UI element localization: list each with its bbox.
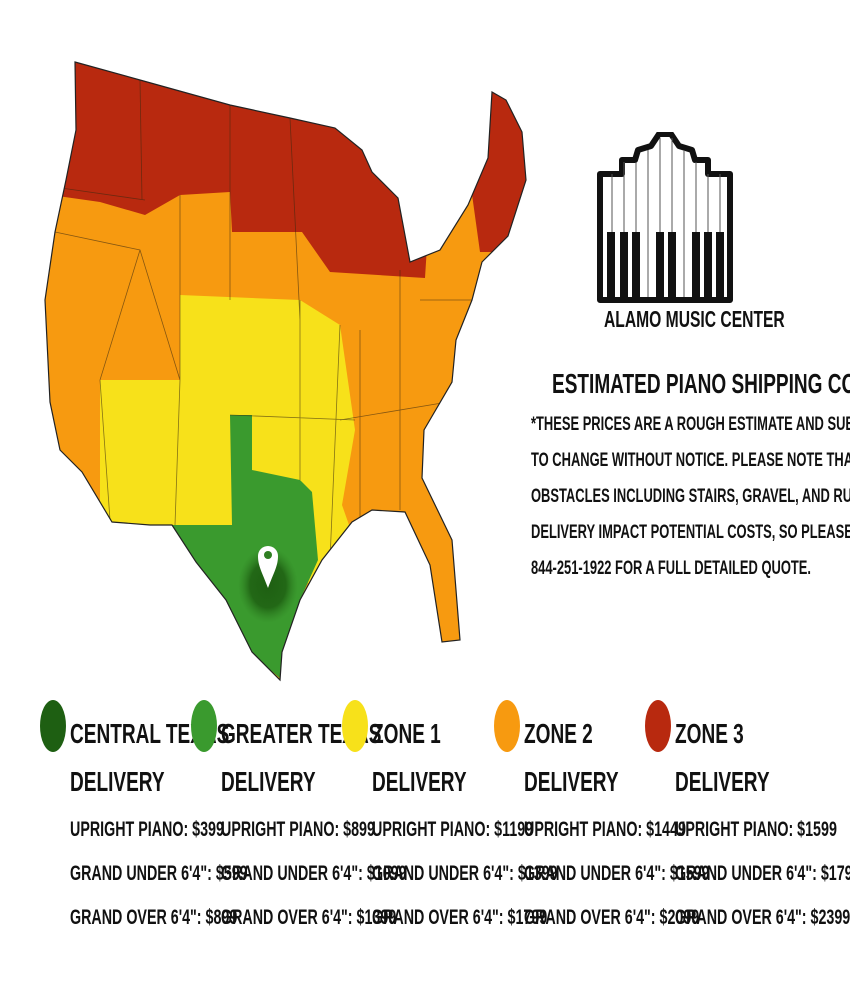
upright-price: UPRIGHT PIANO: $1599 [675,818,837,841]
central-texas-swatch [40,700,66,752]
zone-delivery-label: DELIVERY [675,766,770,797]
info-title: ESTIMATED PIANO SHIPPING COST [552,368,850,399]
zone-delivery-label: DELIVERY [70,766,165,797]
legend-central-texas: CENTRAL TEXAS DELIVERY UPRIGHT PIANO: $3… [40,700,248,940]
zone-delivery-label: DELIVERY [221,766,316,797]
zone1-swatch [342,700,368,752]
grand-under-price: GRAND UNDER 6'4": $1099 [221,862,407,885]
upright-price: UPRIGHT PIANO: $1449 [524,818,686,841]
location-pin-icon [258,546,278,588]
grand-over-price: GRAND OVER 6'4": $1399 [221,906,397,929]
zone-name: ZONE 1 [372,718,441,749]
brand-name: ALAMO MUSIC CENTER [604,306,785,332]
legend-greater-texas: GREATER TEXAS DELIVERY UPRIGHT PIANO: $8… [191,700,407,940]
alamo-music-center-logo [597,132,733,303]
note-line: *THESE PRICES ARE A ROUGH ESTIMATE AND S… [531,414,850,435]
legend-zone-3: ZONE 3 DELIVERY UPRIGHT PIANO: $1599 GRA… [645,700,850,940]
greater-texas-swatch [191,700,217,752]
grand-under-price: GRAND UNDER 6'4": $1599 [524,862,710,885]
grand-over-price: GRAND OVER 6'4": $899 [70,906,238,929]
zone-name: ZONE 2 [524,718,593,749]
zone3-swatch [645,700,671,752]
legend-zone-1: ZONE 1 DELIVERY UPRIGHT PIANO: $1199 GRA… [342,700,558,940]
upright-price: UPRIGHT PIANO: $899 [221,818,375,841]
legend-zone-2: ZONE 2 DELIVERY UPRIGHT PIANO: $1449 GRA… [494,700,710,940]
grand-over-price: GRAND OVER 6'4": $1799 [372,906,548,929]
grand-under-price: GRAND UNDER 6'4": $1799 [675,862,850,885]
upright-price: UPRIGHT PIANO: $399 [70,818,224,841]
grand-under-price: GRAND UNDER 6'4": $1399 [372,862,558,885]
us-shipping-zone-map [44,61,527,682]
note-line: DELIVERY IMPACT POTENTIAL COSTS, SO PLEA… [531,522,850,543]
grand-over-price: GRAND OVER 6'4": $2099 [524,906,700,929]
zone-delivery-label: DELIVERY [524,766,619,797]
note-line: TO CHANGE WITHOUT NOTICE. PLEASE NOTE TH… [531,450,850,471]
zone2-swatch [494,700,520,752]
grand-under-price: GRAND UNDER 6'4": $599 [70,862,248,885]
grand-over-price: GRAND OVER 6'4": $2399 [675,906,850,929]
zone-name: ZONE 3 [675,718,744,749]
upright-price: UPRIGHT PIANO: $1199 [372,818,534,841]
zone-delivery-label: DELIVERY [372,766,467,797]
note-line: 844-251-1922 FOR A FULL DETAILED QUOTE. [531,558,812,579]
note-line: OBSTACLES INCLUDING STAIRS, GRAVEL, AND … [531,486,850,507]
